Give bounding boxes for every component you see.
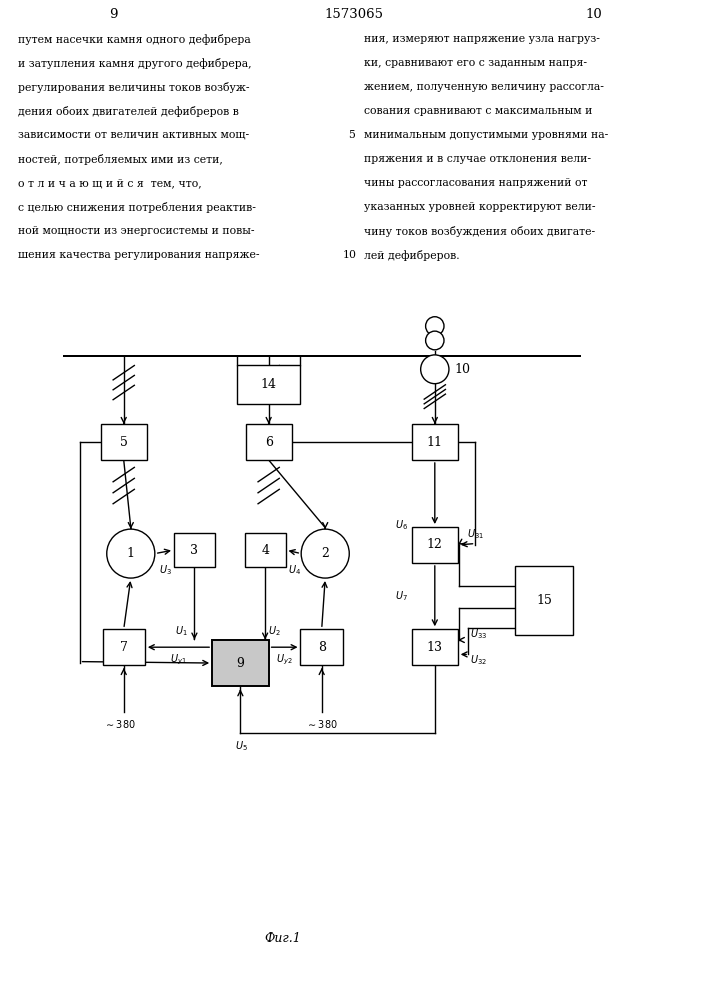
Text: 8: 8 (317, 641, 326, 654)
Text: зависимости от величин активных мощ-: зависимости от величин активных мощ- (18, 130, 249, 140)
Bar (300, 629, 343, 665)
Bar (237, 365, 300, 404)
Bar (411, 629, 458, 665)
Circle shape (301, 529, 349, 578)
Bar (103, 629, 145, 665)
Bar (174, 533, 215, 567)
Text: чины рассогласования напряжений от: чины рассогласования напряжений от (364, 178, 588, 188)
Text: 1: 1 (127, 547, 135, 560)
Text: с целью снижения потребления реактив-: с целью снижения потребления реактив- (18, 202, 255, 213)
Text: 10: 10 (585, 8, 602, 21)
Text: сования сравнивают с максимальным и: сования сравнивают с максимальным и (364, 106, 592, 116)
Text: шения качества регулирования напряже-: шения качества регулирования напряже- (18, 250, 259, 260)
Text: $U_3$: $U_3$ (159, 563, 172, 577)
Circle shape (421, 355, 449, 384)
Text: 1573065: 1573065 (324, 8, 383, 21)
Bar (411, 424, 458, 460)
Text: жением, полученную величину рассогла-: жением, полученную величину рассогла- (364, 82, 604, 92)
Text: $\sim 380$: $\sim 380$ (104, 718, 136, 730)
Bar (246, 424, 292, 460)
Text: регулирования величины токов возбуж-: регулирования величины токов возбуж- (18, 82, 249, 93)
Circle shape (107, 529, 155, 578)
Text: $U_5$: $U_5$ (235, 739, 248, 753)
Text: $U_1$: $U_1$ (175, 624, 187, 638)
Text: 7: 7 (119, 641, 128, 654)
Text: путем насечки камня одного дефибрера: путем насечки камня одного дефибрера (18, 34, 250, 45)
Text: 15: 15 (537, 594, 552, 607)
Text: 13: 13 (427, 641, 443, 654)
Text: $\sim 380$: $\sim 380$ (305, 718, 338, 730)
Text: $U_{31}$: $U_{31}$ (467, 527, 484, 541)
Text: 12: 12 (427, 538, 443, 551)
Text: дения обоих двигателей дефибреров в: дения обоих двигателей дефибреров в (18, 106, 238, 117)
Text: 9: 9 (236, 657, 245, 670)
Text: ния, измеряют напряжение узла нагруз-: ния, измеряют напряжение узла нагруз- (364, 34, 600, 44)
Bar (100, 424, 147, 460)
Text: 11: 11 (427, 436, 443, 448)
Text: $U_7$: $U_7$ (395, 589, 409, 603)
Text: 3: 3 (190, 544, 199, 556)
Text: 2: 2 (321, 547, 329, 560)
Text: 5: 5 (119, 436, 128, 448)
Text: о т л и ч а ю щ и й с я  тем, что,: о т л и ч а ю щ и й с я тем, что, (18, 178, 201, 188)
Text: $U_4$: $U_4$ (288, 563, 302, 577)
Text: минимальным допустимыми уровнями на-: минимальным допустимыми уровнями на- (364, 130, 608, 140)
Bar (245, 533, 286, 567)
Text: ностей, потребляемых ими из сети,: ностей, потребляемых ими из сети, (18, 154, 223, 165)
Text: 14: 14 (261, 378, 276, 391)
Text: чину токов возбуждения обоих двигате-: чину токов возбуждения обоих двигате- (364, 226, 595, 237)
Circle shape (426, 331, 444, 350)
Text: $U_{y1}$: $U_{y1}$ (170, 653, 187, 667)
Text: ки, сравнивают его с заданным напря-: ки, сравнивают его с заданным напря- (364, 58, 587, 68)
Text: 4: 4 (261, 544, 269, 556)
Text: $U_{32}$: $U_{32}$ (470, 653, 488, 667)
Text: 9: 9 (109, 8, 117, 21)
Bar (515, 566, 573, 635)
Text: пряжения и в случае отклонения вели-: пряжения и в случае отклонения вели- (364, 154, 591, 164)
Text: Фиг.1: Фиг.1 (264, 932, 301, 945)
Bar (411, 527, 458, 563)
Text: 10: 10 (455, 363, 471, 376)
Text: $U_2$: $U_2$ (268, 624, 281, 638)
Text: $U_6$: $U_6$ (395, 519, 409, 532)
Text: 6: 6 (264, 436, 273, 448)
Bar (212, 640, 269, 686)
Text: лей дефибреров.: лей дефибреров. (364, 250, 460, 261)
Circle shape (426, 317, 444, 335)
Text: указанных уровней корректируют вели-: указанных уровней корректируют вели- (364, 202, 595, 212)
Text: 10: 10 (342, 250, 356, 260)
Text: $U_{33}$: $U_{33}$ (470, 627, 488, 641)
Text: и затупления камня другого дефибрера,: и затупления камня другого дефибрера, (18, 58, 251, 69)
Text: 5: 5 (348, 130, 355, 140)
Text: $U_{y2}$: $U_{y2}$ (276, 653, 293, 667)
Text: ной мощности из энергосистемы и повы-: ной мощности из энергосистемы и повы- (18, 226, 255, 236)
